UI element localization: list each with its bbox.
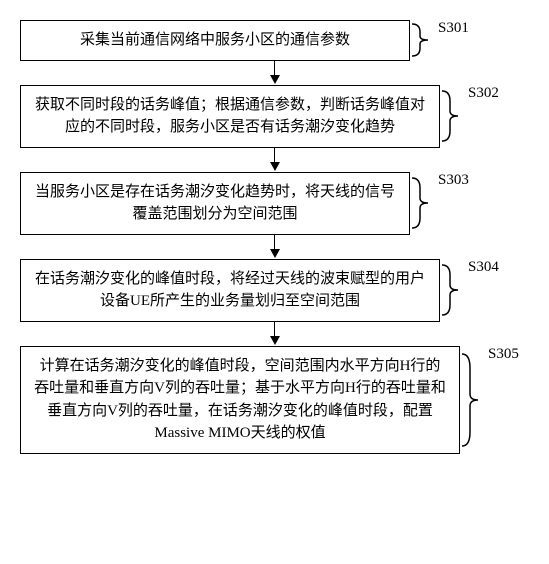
step-row: 计算在话务潮汐变化的峰值时段，空间范围内水平方向H行的吞吐量和垂直方向V列的吞吐… bbox=[20, 346, 529, 454]
step-text: 获取不同时段的话务峰值；根据通信参数，判断话务峰值对应的不同时段，服务小区是否有… bbox=[35, 97, 425, 136]
step-row: 在话务潮汐变化的峰值时段，将经过天线的波束赋型的用户设备UE所产生的业务量划归至… bbox=[20, 259, 529, 322]
step-text: 当服务小区是存在话务潮汐变化趋势时，将天线的信号覆盖范围划分为空间范围 bbox=[35, 184, 395, 223]
step-label-s305: S305 bbox=[488, 346, 519, 363]
bracket-icon bbox=[410, 172, 434, 235]
flowchart-container: 采集当前通信网络中服务小区的通信参数 S301 获取不同时段的话务峰值；根据通信… bbox=[20, 20, 529, 454]
step-row: 采集当前通信网络中服务小区的通信参数 S301 bbox=[20, 20, 529, 61]
step-box-s303: 当服务小区是存在话务潮汐变化趋势时，将天线的信号覆盖范围划分为空间范围 bbox=[20, 172, 410, 235]
step-label-s303: S303 bbox=[438, 172, 469, 189]
step-row: 获取不同时段的话务峰值；根据通信参数，判断话务峰值对应的不同时段，服务小区是否有… bbox=[20, 85, 529, 148]
step-box-s301: 采集当前通信网络中服务小区的通信参数 bbox=[20, 20, 410, 61]
step-text: 采集当前通信网络中服务小区的通信参数 bbox=[80, 32, 350, 48]
arrow-icon bbox=[270, 148, 280, 172]
bracket-icon bbox=[440, 259, 464, 322]
step-label-s304: S304 bbox=[468, 259, 499, 276]
step-box-s304: 在话务潮汐变化的峰值时段，将经过天线的波束赋型的用户设备UE所产生的业务量划归至… bbox=[20, 259, 440, 322]
step-box-s305: 计算在话务潮汐变化的峰值时段，空间范围内水平方向H行的吞吐量和垂直方向V列的吞吐… bbox=[20, 346, 460, 454]
step-row: 当服务小区是存在话务潮汐变化趋势时，将天线的信号覆盖范围划分为空间范围 S303 bbox=[20, 172, 529, 235]
bracket-icon bbox=[410, 20, 434, 61]
step-label-s301: S301 bbox=[438, 20, 469, 37]
bracket-icon bbox=[440, 85, 464, 148]
arrow-icon bbox=[270, 322, 280, 346]
bracket-icon bbox=[460, 346, 484, 454]
arrow-icon bbox=[270, 61, 280, 85]
arrow-icon bbox=[270, 235, 280, 259]
step-label-s302: S302 bbox=[468, 85, 499, 102]
step-text: 计算在话务潮汐变化的峰值时段，空间范围内水平方向H行的吞吐量和垂直方向V列的吞吐… bbox=[34, 358, 446, 442]
step-box-s302: 获取不同时段的话务峰值；根据通信参数，判断话务峰值对应的不同时段，服务小区是否有… bbox=[20, 85, 440, 148]
step-text: 在话务潮汐变化的峰值时段，将经过天线的波束赋型的用户设备UE所产生的业务量划归至… bbox=[35, 271, 425, 310]
